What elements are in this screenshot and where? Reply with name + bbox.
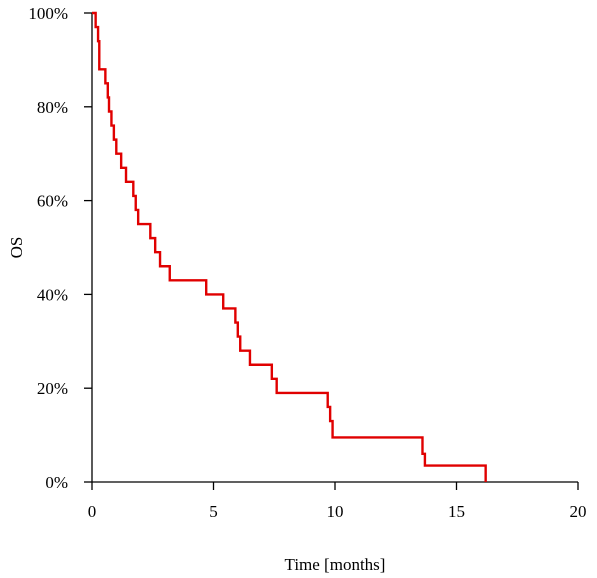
x-tick-label: 15 (448, 502, 465, 521)
y-axis-label: OS (7, 237, 26, 259)
y-tick-label: 40% (37, 285, 68, 304)
x-tick-label: 0 (88, 502, 97, 521)
y-tick-label: 80% (37, 98, 68, 117)
y-tick-label: 0% (45, 473, 68, 492)
x-tick-label: 5 (209, 502, 218, 521)
survival-curve (92, 11, 487, 482)
x-tick-label: 10 (327, 502, 344, 521)
axes (91, 13, 578, 483)
y-tick-label: 100% (28, 4, 68, 23)
ticks: 0 5 10 15 20 0% 20% 40% 60% 80% 100% (28, 4, 586, 521)
series-layer (92, 11, 487, 482)
x-tick-label: 20 (570, 502, 587, 521)
y-tick-label: 60% (37, 192, 68, 211)
y-tick-label: 20% (37, 379, 68, 398)
x-axis-label: Time [months] (285, 555, 386, 574)
